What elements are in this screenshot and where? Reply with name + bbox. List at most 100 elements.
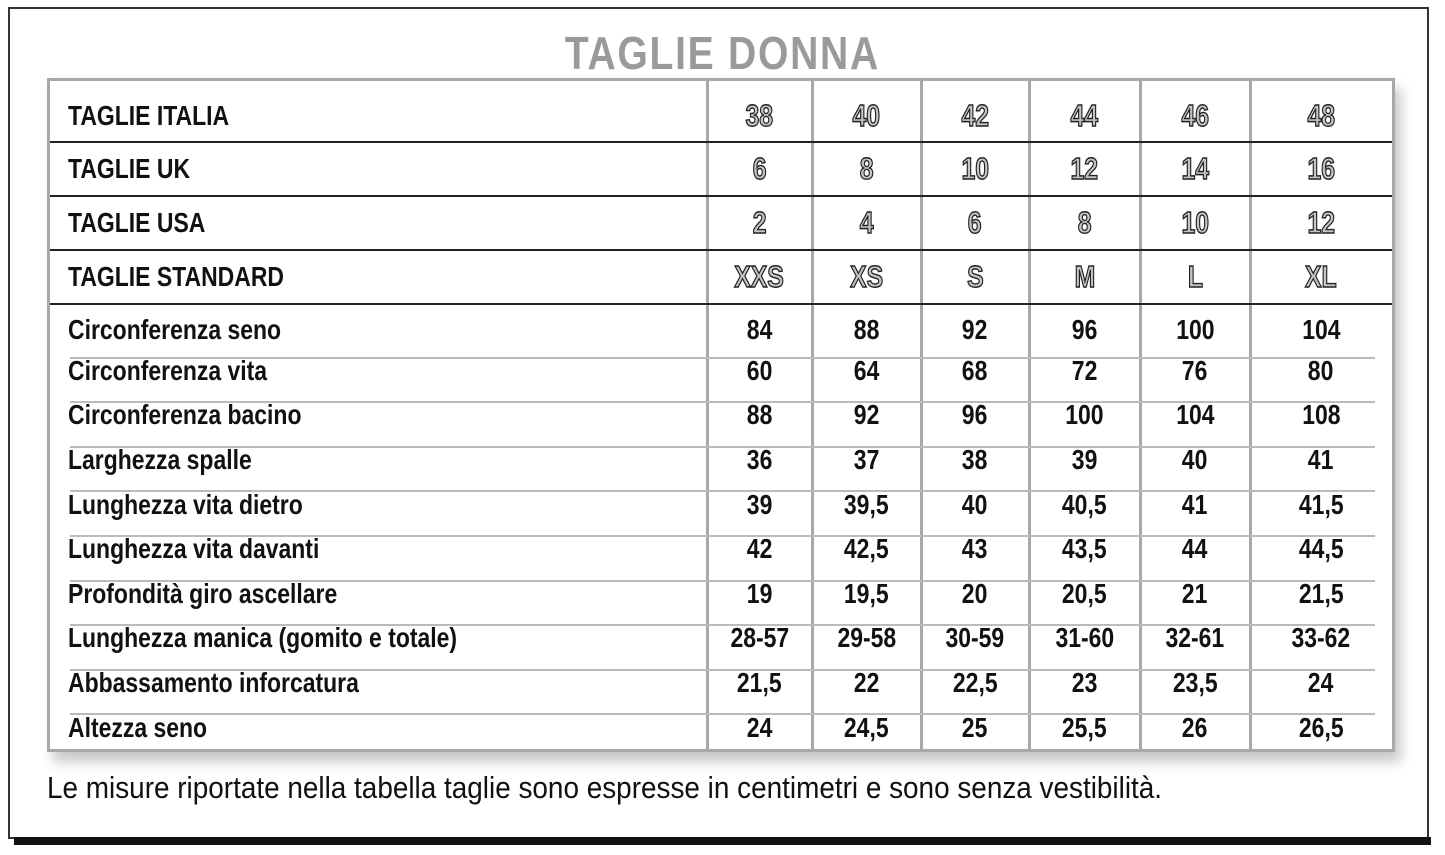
measure-row-label: Circonferenza vita: [50, 349, 725, 394]
page-title: TAGLIE DONNA: [0, 26, 1445, 80]
measure-value: 44,5: [1250, 527, 1392, 572]
header-size-value: 6: [921, 196, 1029, 250]
measure-value-text: 24: [746, 711, 773, 743]
measure-value-text: 20,5: [1062, 577, 1107, 609]
measure-value-text: 41: [1182, 488, 1208, 520]
header-size-value-text: L: [1187, 258, 1203, 294]
measure-row-label-text: Circonferenza seno: [68, 314, 282, 346]
measure-value: 26,5: [1250, 705, 1392, 750]
measure-value-text: 39: [746, 488, 773, 520]
header-size-value: 4: [812, 196, 921, 250]
measure-row-divider: [70, 579, 1375, 582]
header-size-value: 38: [707, 89, 812, 142]
measure-value-text: 68: [962, 354, 988, 386]
header-row-label-text: TAGLIE USA: [68, 207, 206, 238]
header-size-value: 2: [707, 196, 812, 250]
measure-value: 43,5: [1029, 527, 1140, 572]
measure-value: 84: [707, 312, 812, 349]
header-size-value-text: 6: [752, 150, 767, 186]
measure-value: 25: [921, 705, 1029, 750]
measure-value-text: 41: [1308, 444, 1334, 476]
header-size-value-text: 48: [1307, 97, 1336, 133]
measure-row-label: Circonferenza seno: [50, 312, 725, 349]
header-size-value-text: 46: [1181, 97, 1210, 133]
header-size-value: 8: [1029, 196, 1140, 250]
header-size-value: 10: [921, 142, 1029, 196]
measure-row-label: Lunghezza manica (gomito e totale): [50, 616, 725, 661]
header-row-label-text: TAGLIE STANDARD: [68, 261, 284, 292]
measure-value-text: 80: [1308, 354, 1334, 386]
measure-value-text: 64: [853, 354, 880, 386]
measure-row-label-text: Profondità giro ascellare: [68, 577, 338, 609]
measure-value-text: 76: [1182, 354, 1208, 386]
bottom-rule: [14, 837, 1431, 845]
measure-value-text: 25,5: [1062, 711, 1107, 743]
footnote-text: Le misure riportate nella tabella taglie…: [47, 770, 1163, 805]
measure-value: 32-61: [1140, 616, 1250, 661]
measure-value-text: 108: [1301, 399, 1341, 431]
measure-value: 72: [1029, 349, 1140, 394]
measure-value-text: 30-59: [945, 622, 1005, 654]
header-size-value-text: 44: [1070, 97, 1099, 133]
measure-row-divider: [70, 356, 1375, 359]
measure-value: 38: [921, 438, 1029, 483]
measure-value-text: 92: [962, 314, 988, 346]
measure-value-text: 20: [962, 577, 988, 609]
header-row-label-text: TAGLIE UK: [68, 153, 191, 184]
header-size-value: 12: [1250, 196, 1392, 250]
measure-value-text: 88: [853, 314, 880, 346]
measure-value-text: 44: [1182, 533, 1208, 565]
measure-row-label-text: Circonferenza vita: [68, 354, 268, 386]
measure-value: 23: [1029, 661, 1140, 706]
measure-value: 41: [1250, 438, 1392, 483]
measure-value: 39,5: [812, 482, 921, 527]
measure-value-text: 92: [853, 399, 880, 431]
header-size-value: 42: [921, 89, 1029, 142]
header-size-value-text: M: [1074, 258, 1096, 294]
measure-row-divider: [70, 668, 1375, 671]
header-row-label: TAGLIE STANDARD: [50, 250, 725, 304]
measure-value: 37: [812, 438, 921, 483]
measure-value-text: 24: [1308, 667, 1334, 699]
header-size-value: XXS: [707, 250, 812, 304]
measure-row-label: Altezza seno: [50, 705, 725, 750]
header-size-value: XS: [812, 250, 921, 304]
measure-value: 96: [921, 393, 1029, 438]
measure-value-text: 33-62: [1291, 622, 1351, 654]
measure-value: 29-58: [812, 616, 921, 661]
measure-value: 43: [921, 527, 1029, 572]
footnote: Le misure riportate nella tabella taglie…: [47, 770, 1286, 806]
measure-row-divider: [70, 535, 1375, 537]
header-size-value: 48: [1250, 89, 1392, 142]
measure-value: 28-57: [707, 616, 812, 661]
measure-value: 21,5: [707, 661, 812, 706]
header-row-label: TAGLIE UK: [50, 142, 725, 196]
measure-value: 23,5: [1140, 661, 1250, 706]
header-size-value-text: 14: [1181, 150, 1210, 186]
measure-row-label: Lunghezza vita davanti: [50, 527, 725, 572]
measure-value: 31-60: [1029, 616, 1140, 661]
header-row-label: TAGLIE USA: [50, 196, 725, 250]
measure-value: 42: [707, 527, 812, 572]
measure-row-label-text: Abbassamento inforcatura: [68, 667, 359, 699]
measure-value: 39: [1029, 438, 1140, 483]
measure-value-text: 40,5: [1062, 488, 1107, 520]
header-size-value: 16: [1250, 142, 1392, 196]
measure-value-text: 26: [1182, 711, 1208, 743]
header-size-value: 14: [1140, 142, 1250, 196]
measure-value-text: 72: [1071, 354, 1098, 386]
measure-value-text: 39: [1071, 444, 1098, 476]
header-size-value-text: 38: [745, 97, 774, 133]
measure-value: 96: [1029, 312, 1140, 349]
header-size-value-text: 16: [1307, 150, 1336, 186]
measure-value-text: 21,5: [737, 667, 782, 699]
measure-value: 88: [707, 393, 812, 438]
header-size-value: 10: [1140, 196, 1250, 250]
measure-value: 39: [707, 482, 812, 527]
header-row-label: TAGLIE ITALIA: [50, 89, 725, 142]
column-divider: [706, 81, 709, 749]
column-divider: [1139, 81, 1142, 749]
measure-row-divider: [70, 490, 1375, 493]
measure-value: 40: [921, 482, 1029, 527]
measure-value-text: 19,5: [844, 577, 889, 609]
